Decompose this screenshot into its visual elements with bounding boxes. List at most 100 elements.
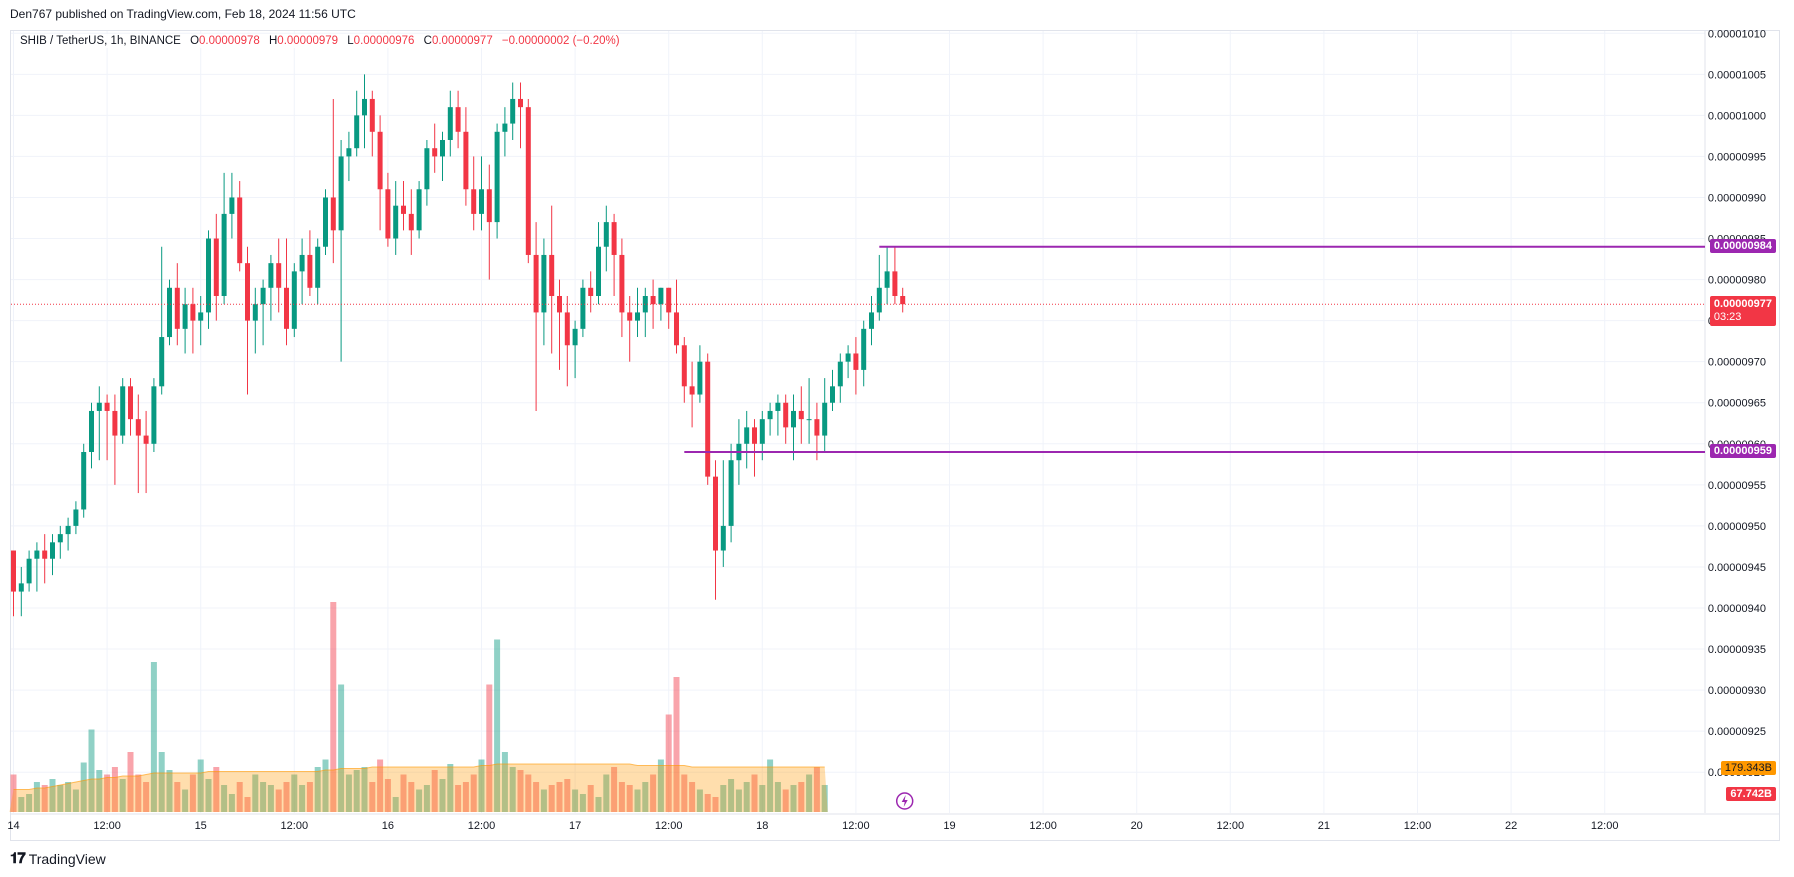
candle-body [728,460,734,526]
candle-body [705,361,711,477]
volume-bar [494,639,501,812]
close-label: C [423,35,432,47]
candle-body [596,246,601,296]
candle-body [635,312,640,321]
candle-body [775,402,781,411]
candle-body [440,140,445,157]
volume-bar [260,782,267,812]
candle-body [346,148,352,157]
candle-body [237,197,243,264]
volume-bar [618,782,625,812]
volume-bar [743,782,750,812]
candle-body [603,222,609,247]
volume-tag: 67.742B [1726,787,1776,801]
candle-body [89,410,94,452]
volume-bar [135,774,142,812]
candle-body [401,205,406,214]
tradingview-logo[interactable]: 𝟏𝟕 TradingView [10,850,106,867]
candle-body [486,189,492,223]
low-value: 0.00000976 [353,35,415,47]
candle-body [619,254,625,313]
volume-bar [657,759,664,812]
volume-bar [720,785,727,812]
candle-body [502,123,508,132]
volume-bar [673,677,680,812]
y-tick-label: 0.00000930 [1708,685,1766,697]
resistance-price-tag: 0.00000984 [1709,238,1776,253]
candle-body [174,287,180,329]
y-tick-label: 0.00000995 [1708,151,1766,163]
x-tick-label: 19 [943,820,955,832]
volume-bar [572,789,579,812]
chart-frame [10,30,1780,841]
x-tick-label: 14 [7,820,19,832]
candle-body [697,361,703,395]
open-value: 0.00000978 [199,35,260,47]
high-value: 0.00000979 [277,35,339,47]
volume-bar [322,759,329,812]
candle-body [798,410,804,420]
x-tick-label: 18 [756,820,768,832]
volume-ma-tag: 179.343B [1720,761,1776,775]
volume-bar [197,759,204,812]
volume-bar [712,797,719,812]
candle-body [276,263,282,288]
candle-body [315,246,321,288]
candle-body [479,189,484,214]
candle-body [837,361,843,387]
volume-bar [166,770,173,812]
candle-body [471,189,477,214]
volume-bar [384,779,391,812]
volume-bar [626,785,633,812]
candle-body [713,476,718,551]
x-tick-label: 12:00 [1217,820,1245,832]
current-price-tag: 0.00000977 03:23 [1709,296,1776,327]
y-tick-label: 0.00000980 [1708,275,1766,287]
candle-body [806,419,812,421]
x-tick-label: 22 [1505,820,1517,832]
candle-body [182,304,188,329]
candle-body [369,98,375,132]
candle-body [112,410,118,436]
volume-bar [96,770,103,812]
candle-body [65,525,71,535]
y-tick-label: 0.00000925 [1708,726,1766,738]
volume-bar [182,789,189,812]
volume-bar [767,759,774,812]
volume-bar [111,767,118,812]
tradingview-logo-icon: 𝟏𝟕 [10,850,26,867]
current-price-value: 0.00000977 [1713,298,1772,311]
volume-bar [221,785,228,812]
candle-body [221,213,227,296]
volume-bar [127,752,134,812]
volume-bar [26,794,33,812]
volume-bar [283,782,290,812]
candle-body [57,534,63,543]
volume-bar [455,785,462,812]
x-tick-label: 12:00 [1404,820,1432,832]
candle-body [845,353,851,362]
candle-body [104,402,110,411]
candle-body [291,271,297,329]
volume-bar [533,782,540,812]
candle-body [463,131,469,190]
x-tick-label: 12:00 [842,820,870,832]
volume-bar [423,785,430,812]
volume-bar [150,662,157,812]
volume-bar [291,774,298,812]
candle-body [268,263,274,288]
volume-bar [447,764,454,812]
candle-body [892,271,898,296]
y-tick-label: 0.00001000 [1708,110,1766,122]
candle-body [658,287,664,305]
y-tick-label: 0.00000945 [1708,562,1766,574]
candle-body [323,197,328,247]
symbol-name[interactable]: SHIB / TetherUS, 1h, BINANCE [20,35,181,47]
volume-bar [104,774,111,812]
volume-bar [439,779,446,812]
volume-bar [49,779,56,812]
volume-bar [517,770,524,812]
volume-bar [501,752,508,812]
y-tick-label: 0.00001005 [1708,69,1766,81]
